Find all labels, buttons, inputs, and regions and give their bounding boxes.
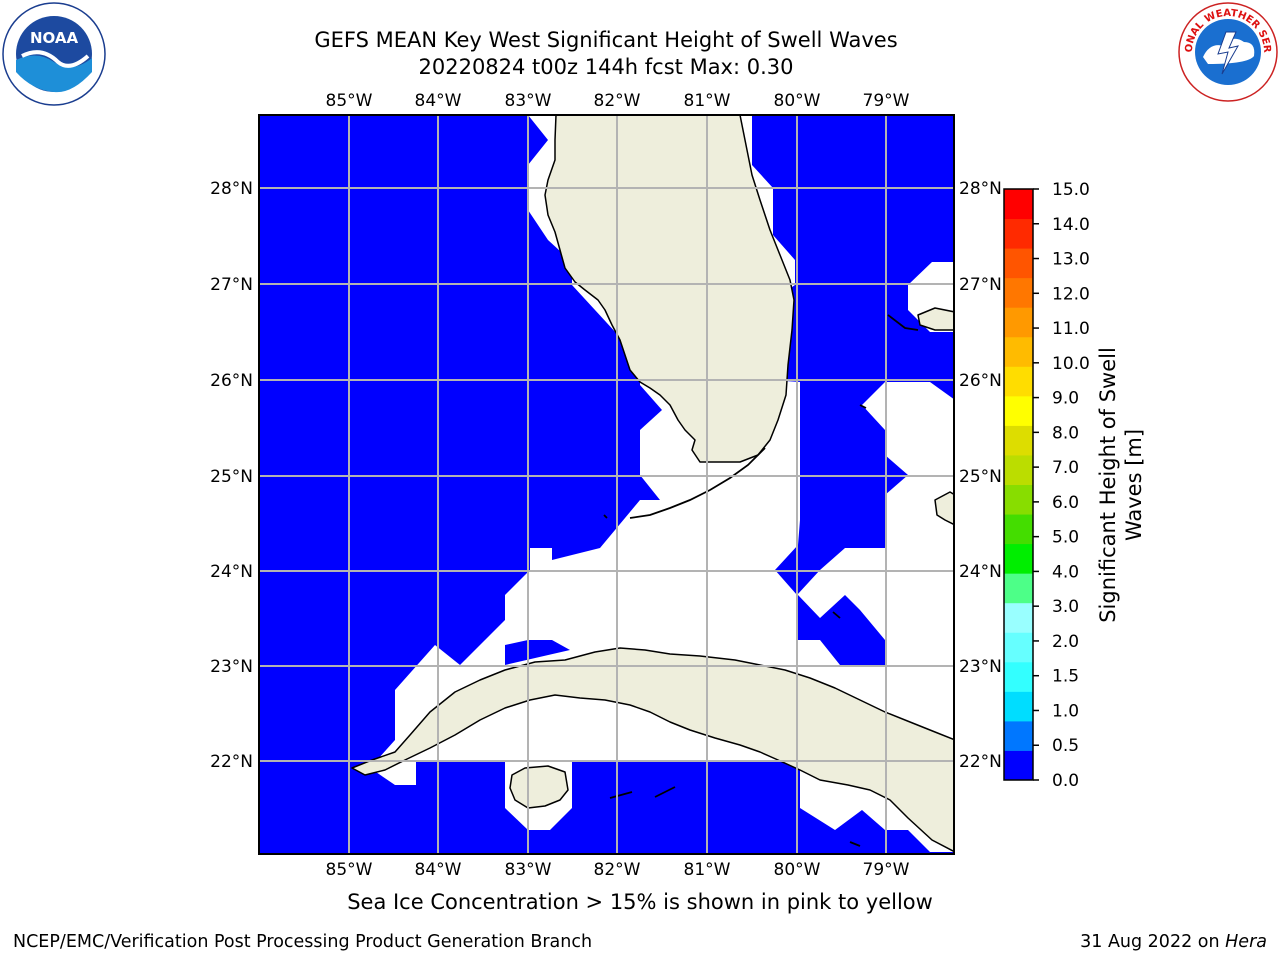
lat-label: 25°N bbox=[210, 467, 253, 487]
lat-label: 28°N bbox=[210, 179, 253, 199]
lon-label: 81°W bbox=[684, 91, 731, 111]
date-stamp: 31 Aug 2022 on Hera bbox=[1080, 932, 1267, 952]
chart-subtitle: 20220824 t00z 144h fcst Max: 0.30 bbox=[418, 55, 794, 79]
colorbar-tick-label: 5.0 bbox=[1052, 528, 1079, 548]
lon-label: 82°W bbox=[594, 91, 641, 111]
colorbar-tick-label: 0.0 bbox=[1052, 771, 1079, 791]
svg-text:NOAA: NOAA bbox=[30, 29, 79, 47]
lon-label: 79°W bbox=[863, 860, 910, 880]
colorbar-swatch bbox=[1004, 720, 1033, 751]
lat-labels-right: 28°N 27°N 26°N 25°N 24°N 23°N 22°N bbox=[959, 179, 1002, 772]
colorbar-tick-label: 14.0 bbox=[1052, 215, 1090, 235]
lon-label: 79°W bbox=[863, 91, 910, 111]
colorbar-tick-label: 11.0 bbox=[1052, 319, 1090, 339]
colorbar-tick-label: 9.0 bbox=[1052, 389, 1079, 409]
bahamas-andros bbox=[934, 491, 954, 526]
lon-label: 83°W bbox=[505, 860, 552, 880]
lat-label: 28°N bbox=[959, 179, 1002, 199]
colorbar-swatch bbox=[1004, 425, 1033, 456]
graticule bbox=[259, 115, 954, 854]
colorbar-tick-label: 6.0 bbox=[1052, 493, 1079, 513]
colorbar-tick-label: 3.0 bbox=[1052, 597, 1079, 617]
colorbar-swatch bbox=[1004, 189, 1033, 220]
colorbar-swatch bbox=[1004, 248, 1033, 279]
lon-label: 80°W bbox=[774, 860, 821, 880]
colorbar-tick-label: 7.0 bbox=[1052, 458, 1079, 478]
keys-and-islets bbox=[603, 314, 919, 847]
colorbar-tick-label: 0.5 bbox=[1052, 736, 1079, 756]
colorbar-swatch bbox=[1004, 277, 1033, 308]
colorbar-swatch bbox=[1004, 395, 1033, 426]
colorbar-label: Significant Height of Swell Waves [m] bbox=[1096, 347, 1146, 623]
machine-name: Hera bbox=[1225, 932, 1267, 952]
colorbar-tick-label: 1.0 bbox=[1052, 701, 1079, 721]
bahamas-grand bbox=[917, 307, 954, 331]
florida-peninsula bbox=[544, 115, 795, 463]
colorbar-tick-label: 2.0 bbox=[1052, 632, 1079, 652]
lon-label: 85°W bbox=[326, 860, 373, 880]
lat-label: 27°N bbox=[959, 275, 1002, 295]
colorbar-swatch bbox=[1004, 218, 1033, 249]
lon-label: 82°W bbox=[594, 860, 641, 880]
national-weather-service-logo: NATIONAL WEATHER SERVICE bbox=[1178, 2, 1278, 102]
lat-label: 23°N bbox=[959, 657, 1002, 677]
lat-label: 23°N bbox=[210, 657, 253, 677]
lat-label: 24°N bbox=[959, 562, 1002, 582]
colorbar-swatch bbox=[1004, 336, 1033, 367]
lon-labels-bottom: 85°W 84°W 83°W 82°W 81°W 80°W 79°W bbox=[326, 860, 910, 880]
colorbar-swatch bbox=[1004, 307, 1033, 338]
lon-label: 80°W bbox=[774, 91, 821, 111]
colorbar-swatch bbox=[1004, 514, 1033, 545]
lat-label: 26°N bbox=[210, 371, 253, 391]
colorbar-swatch bbox=[1004, 454, 1033, 485]
colorbar-tick-label: 12.0 bbox=[1052, 284, 1090, 304]
colorbar-swatch bbox=[1004, 602, 1033, 633]
lat-label: 26°N bbox=[959, 371, 1002, 391]
colorbar-tick-label: 8.0 bbox=[1052, 423, 1079, 443]
lon-label: 85°W bbox=[326, 91, 373, 111]
lat-label: 27°N bbox=[210, 275, 253, 295]
noaa-logo: NOAA bbox=[2, 2, 106, 106]
colorbar-tick-label: 1.5 bbox=[1052, 667, 1079, 687]
lon-label: 84°W bbox=[415, 860, 462, 880]
lat-label: 22°N bbox=[210, 752, 253, 772]
colorbar-tick-label: 13.0 bbox=[1052, 250, 1090, 270]
lon-labels-top: 85°W 84°W 83°W 82°W 81°W 80°W 79°W bbox=[326, 91, 910, 111]
colorbar-tick-label: 15.0 bbox=[1052, 180, 1090, 200]
isla-de-la-juventud bbox=[509, 765, 569, 809]
blue-patches bbox=[505, 595, 885, 665]
landmasses bbox=[351, 115, 954, 853]
lat-labels-left: 28°N 27°N 26°N 25°N 24°N 23°N 22°N bbox=[210, 179, 253, 772]
chart-title: GEFS MEAN Key West Significant Height of… bbox=[314, 28, 898, 52]
lon-label: 81°W bbox=[684, 860, 731, 880]
colorbar-tick-label: 4.0 bbox=[1052, 562, 1079, 582]
colorbar-swatch bbox=[1004, 573, 1033, 604]
colorbar-tick-label: 10.0 bbox=[1052, 354, 1090, 374]
colorbar-swatches bbox=[1004, 189, 1033, 781]
lat-label: 22°N bbox=[959, 752, 1002, 772]
map-area bbox=[259, 115, 954, 854]
cuba bbox=[351, 647, 954, 853]
lat-label: 25°N bbox=[959, 467, 1002, 487]
lon-label: 84°W bbox=[415, 91, 462, 111]
colorbar-ticks: 0.0 0.5 1.0 1.5 2.0 3.0 4.0 5.0 6.0 7.0 8.0 9.0 10.0… bbox=[1033, 180, 1090, 791]
svg-text:Significant Height of Swell: Significant Height of Swell bbox=[1096, 347, 1120, 623]
lon-label: 83°W bbox=[505, 91, 552, 111]
colorbar-frame bbox=[1003, 188, 1034, 781]
lat-label: 24°N bbox=[210, 562, 253, 582]
colorbar-swatch bbox=[1004, 484, 1033, 515]
colorbar-swatch bbox=[1004, 661, 1033, 692]
svg-text:Waves [m]: Waves [m] bbox=[1122, 429, 1146, 541]
colorbar-swatch bbox=[1004, 632, 1033, 663]
colorbar-swatch bbox=[1004, 691, 1033, 722]
colorbar-swatch bbox=[1004, 366, 1033, 397]
sea-ice-note: Sea Ice Concentration > 15% is shown in … bbox=[347, 890, 933, 914]
map-frame bbox=[258, 114, 955, 855]
colorbar-swatch bbox=[1004, 750, 1033, 781]
credit-text: NCEP/EMC/Verification Post Processing Pr… bbox=[13, 932, 593, 952]
colorbar-swatch bbox=[1004, 543, 1033, 574]
